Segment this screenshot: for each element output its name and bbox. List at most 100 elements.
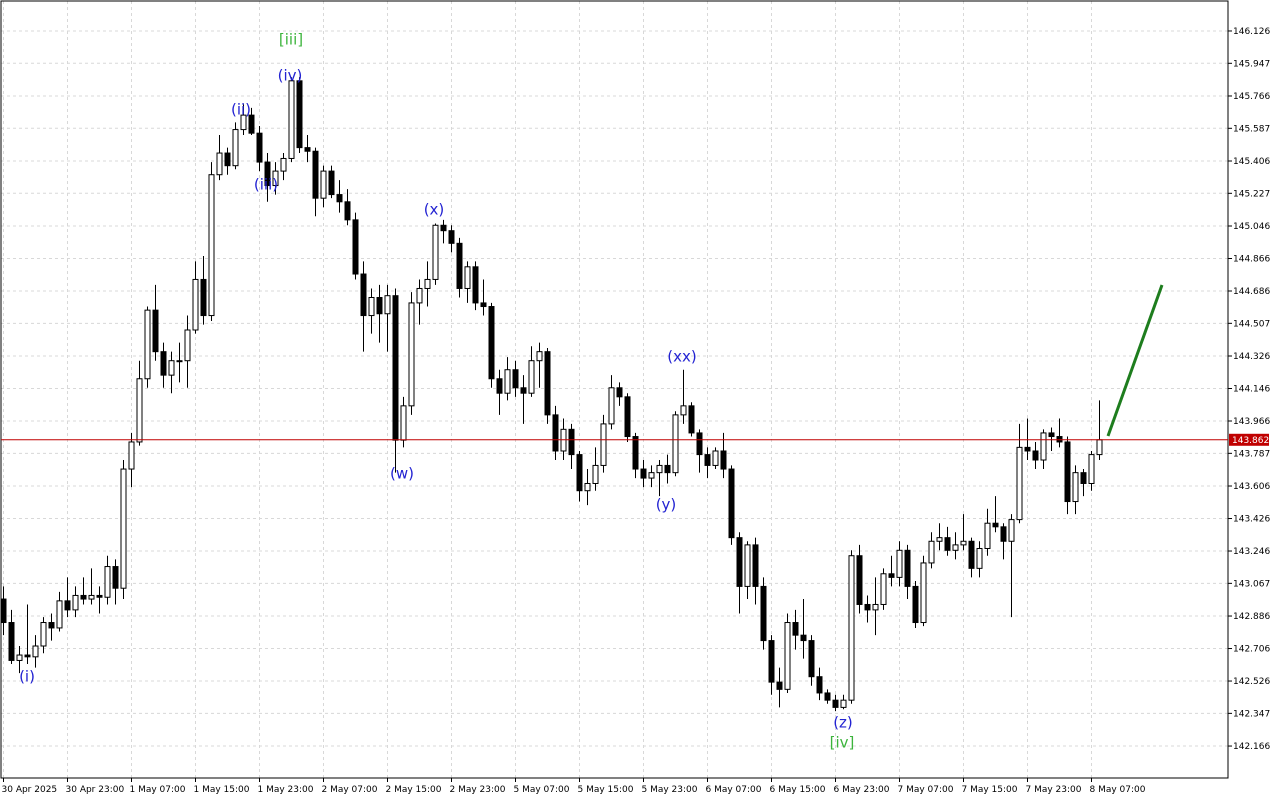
candle-body — [416, 287, 423, 304]
candle-body — [832, 699, 839, 708]
candle-body — [88, 594, 95, 600]
candle-body — [384, 295, 391, 315]
candle-body — [472, 266, 479, 304]
candle-body — [440, 224, 447, 232]
candle-body — [1096, 439, 1103, 456]
x-tick-label: 7 May 23:00 — [1026, 785, 1082, 795]
candle-body — [264, 161, 271, 187]
candle-body — [488, 306, 495, 380]
candle-body — [936, 537, 943, 542]
candle-body — [768, 640, 775, 683]
candle-body — [696, 432, 703, 456]
candle-body — [1088, 454, 1095, 484]
candle-body — [976, 547, 983, 569]
candle-body — [576, 454, 583, 492]
candle-body — [648, 472, 655, 479]
y-tick-label: 143.787 — [1233, 449, 1270, 459]
candle-body — [736, 537, 743, 587]
x-tick-label: 5 May 07:00 — [514, 785, 570, 795]
candle-body — [1048, 432, 1055, 438]
wave-label: (iii) — [254, 176, 278, 194]
plot-frame — [0, 0, 1229, 779]
candle-body — [432, 224, 439, 280]
candle-body — [928, 540, 935, 564]
x-tick-label: 30 Apr 2025 — [2, 785, 58, 795]
y-tick-label: 143.067 — [1233, 579, 1270, 589]
candle-body — [792, 622, 799, 636]
candle-body — [392, 295, 399, 441]
candle-body — [104, 566, 111, 598]
candle-body — [1000, 526, 1007, 542]
x-tick-label: 8 May 07:00 — [1090, 785, 1146, 795]
y-tick-label: 145.947 — [1233, 59, 1270, 69]
candle-body — [800, 634, 807, 642]
candle-body — [968, 540, 975, 569]
y-tick-label: 143.426 — [1233, 515, 1270, 525]
y-tick-label: 145.766 — [1233, 92, 1270, 102]
x-tick-label: 2 May 15:00 — [386, 785, 442, 795]
candle-body — [952, 544, 959, 551]
candle-body — [632, 436, 639, 470]
candle-body — [840, 699, 847, 708]
candle-body — [1064, 441, 1071, 503]
candle-body — [48, 622, 55, 629]
candle-body — [1056, 436, 1063, 443]
x-tick-label: 30 Apr 23:00 — [66, 785, 125, 795]
candle-body — [0, 598, 7, 624]
candle-body — [992, 522, 999, 528]
candle-body — [152, 309, 159, 353]
candle-body — [120, 468, 127, 589]
candle-body — [24, 654, 31, 658]
candle-body — [448, 230, 455, 244]
candle-body — [192, 278, 199, 331]
candle-body — [232, 129, 239, 167]
current-price-box — [1229, 433, 1269, 446]
x-tick-label: 5 May 15:00 — [578, 785, 634, 795]
candle-body — [512, 369, 519, 389]
y-tick-label: 144.686 — [1233, 287, 1270, 297]
candle-body — [360, 273, 367, 317]
candle-body — [888, 573, 895, 578]
candle-body — [376, 296, 383, 315]
candle-body — [640, 468, 647, 479]
candle-body — [16, 654, 23, 661]
candle-body — [1032, 450, 1039, 461]
x-tick-label: 2 May 07:00 — [322, 785, 378, 795]
x-tick-label: 7 May 15:00 — [962, 785, 1018, 795]
candle-body — [40, 622, 47, 647]
candle-body — [464, 266, 471, 289]
x-tick-label: 6 May 07:00 — [706, 785, 762, 795]
candle-body — [824, 692, 831, 701]
candle-body — [32, 645, 39, 658]
y-tick-label: 145.406 — [1233, 157, 1270, 167]
y-tick-label: 144.866 — [1233, 254, 1270, 264]
candle-body — [456, 242, 463, 289]
y-tick-label: 143.606 — [1233, 482, 1270, 492]
candle-body — [208, 174, 215, 317]
wave-label: (y) — [656, 496, 677, 514]
candle-body — [752, 544, 759, 587]
candle-body — [848, 555, 855, 701]
candle-body — [272, 170, 279, 187]
candle-body — [8, 622, 15, 661]
candle-body — [624, 396, 631, 438]
candle-body — [688, 405, 695, 434]
candle-body — [336, 194, 343, 203]
candle-body — [664, 464, 671, 474]
candle-body — [808, 640, 815, 678]
candle-body — [536, 351, 543, 362]
y-tick-label: 142.166 — [1233, 742, 1270, 752]
y-tick-label: 144.326 — [1233, 352, 1270, 362]
candle-body — [408, 302, 415, 407]
candle-body — [592, 464, 599, 484]
candle-body — [776, 681, 783, 690]
candle-body — [1040, 432, 1047, 461]
candle-body — [56, 600, 63, 629]
candle-body — [136, 378, 143, 443]
candle-body — [64, 600, 71, 611]
candle-body — [584, 482, 591, 492]
candle-body — [744, 544, 751, 587]
candle-body — [352, 219, 359, 275]
